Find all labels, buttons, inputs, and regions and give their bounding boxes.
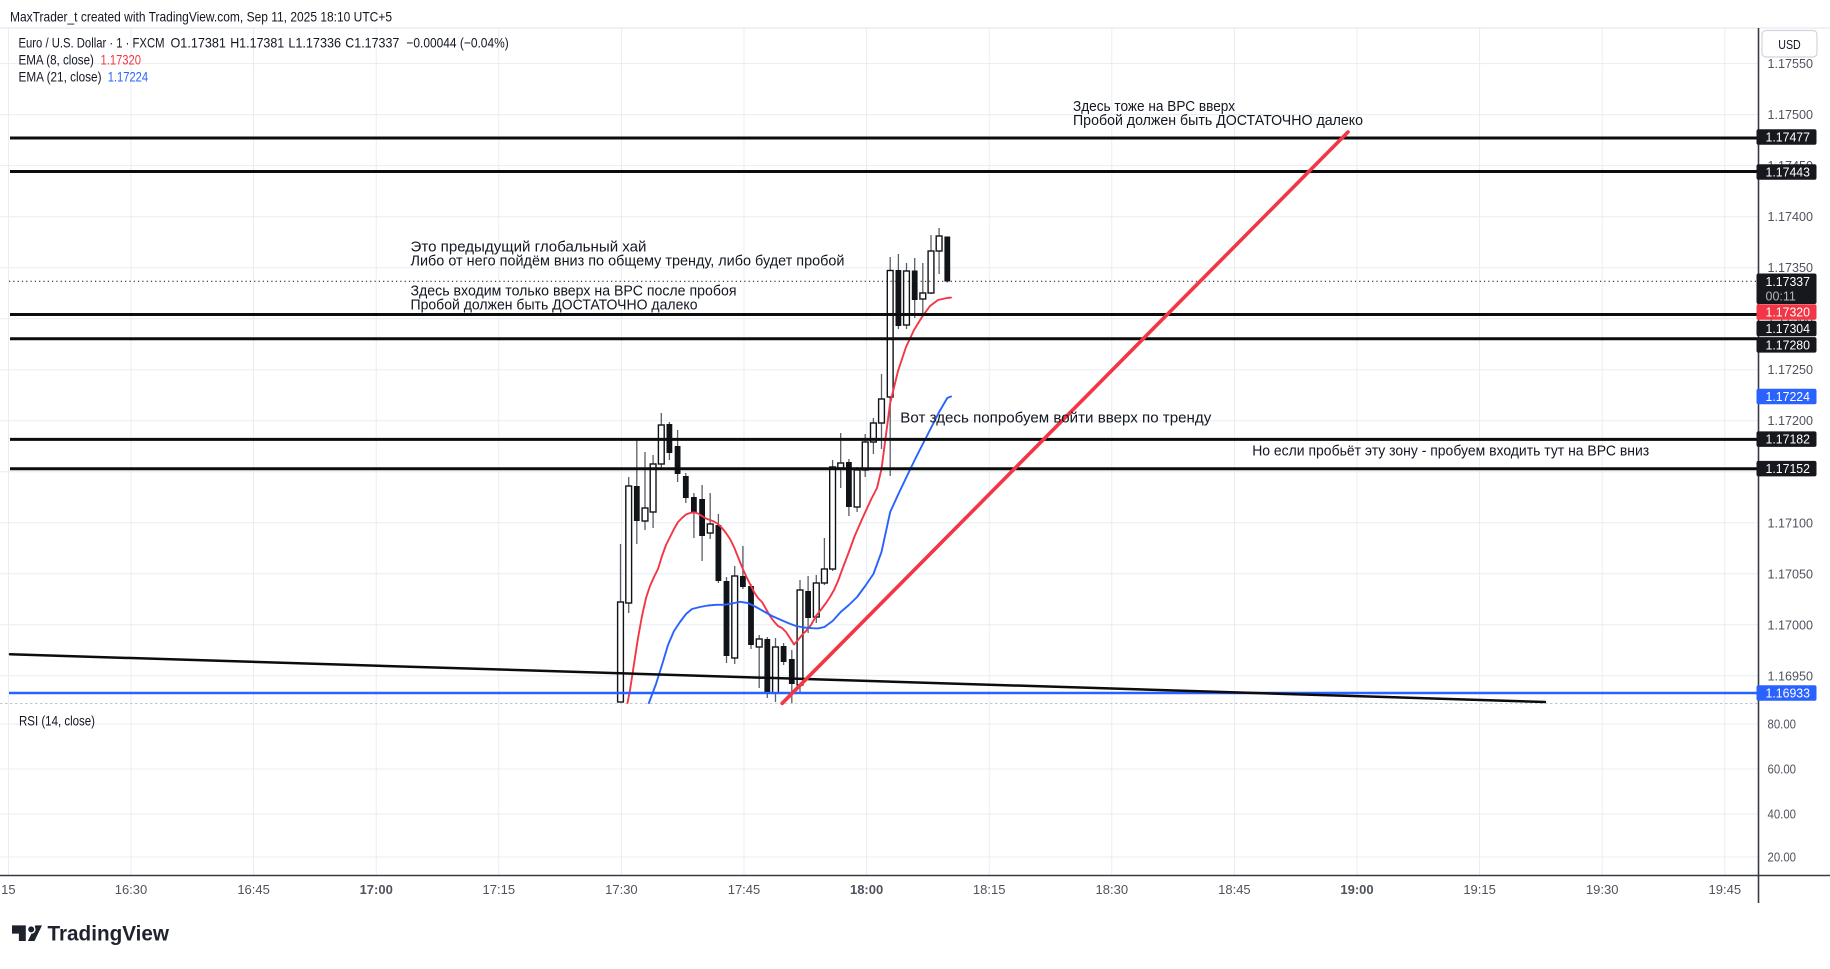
svg-text:USD: USD [1778,37,1801,52]
svg-text:1.17050: 1.17050 [1768,566,1814,581]
svg-text:19:00: 19:00 [1340,882,1373,897]
svg-text:Но если пробьёт эту зону - про: Но если пробьёт эту зону - пробуем входи… [1252,444,1649,460]
svg-text:1.17477: 1.17477 [1766,130,1811,145]
svg-text:Либо от него пойдём вниз по об: Либо от него пойдём вниз по общему тренд… [411,254,845,270]
svg-text:Пробой должен быть ДОСТАТОЧНО: Пробой должен быть ДОСТАТОЧНО далеко [1073,113,1363,129]
svg-text:00:11: 00:11 [1766,290,1796,304]
svg-text:Здесь входим только вверх на В: Здесь входим только вверх на ВРС после п… [411,284,737,300]
svg-text:EMA (8, close): EMA (8, close) [19,52,94,68]
svg-text:1.17500: 1.17500 [1768,107,1814,122]
svg-text:Это предыдущий глобальный хай: Это предыдущий глобальный хай [411,240,647,256]
svg-text:60.00: 60.00 [1768,762,1797,777]
svg-text:1.17350: 1.17350 [1768,260,1814,275]
svg-text:MaxTrader_t created with Tradi: MaxTrader_t created with TradingView.com… [10,9,392,25]
svg-text:RSI (14, close): RSI (14, close) [19,712,95,728]
svg-text:1.17320: 1.17320 [101,52,142,68]
svg-text:1.17280: 1.17280 [1766,337,1811,352]
svg-text:18:00: 18:00 [850,882,883,897]
svg-text:17:00: 17:00 [360,882,393,897]
svg-text:O1.17381: O1.17381 [171,35,227,51]
svg-text:1.17304: 1.17304 [1766,321,1811,336]
svg-text:17:15: 17:15 [483,882,516,897]
svg-text:16:45: 16:45 [237,882,270,897]
svg-text:1.17550: 1.17550 [1768,56,1814,71]
svg-text:1.17100: 1.17100 [1768,515,1814,530]
svg-text:19:15: 19:15 [1463,882,1496,897]
svg-text:EMA (21, close): EMA (21, close) [19,69,102,85]
svg-text:19:30: 19:30 [1586,882,1619,897]
svg-text:1.17152: 1.17152 [1766,461,1811,476]
svg-text:H1.17381: H1.17381 [230,35,284,51]
svg-text:1.17250: 1.17250 [1768,362,1814,377]
svg-text:1.17224: 1.17224 [108,69,149,85]
svg-text:18:15: 18:15 [973,882,1006,897]
svg-text:19:45: 19:45 [1709,882,1742,897]
svg-text:1.17000: 1.17000 [1768,617,1814,632]
svg-text:18:45: 18:45 [1218,882,1251,897]
svg-text:1.17182: 1.17182 [1766,432,1811,447]
svg-text:Здесь тоже на ВРС вверх: Здесь тоже на ВРС вверх [1073,99,1236,115]
svg-text:1.17400: 1.17400 [1768,209,1814,224]
svg-text:15: 15 [1,882,15,897]
svg-text:1.16933: 1.16933 [1766,686,1811,701]
svg-text:17:30: 17:30 [605,882,638,897]
svg-text:TradingView: TradingView [48,922,170,946]
svg-text:1.16950: 1.16950 [1768,668,1814,683]
svg-text:Пробой должен быть ДОСТАТОЧНО: Пробой должен быть ДОСТАТОЧНО далеко [411,297,698,313]
svg-text:Euro / U.S. Dollar · 1 · FXCM: Euro / U.S. Dollar · 1 · FXCM [19,35,165,51]
svg-text:40.00: 40.00 [1768,807,1797,822]
svg-text:1.17200: 1.17200 [1768,413,1814,428]
svg-text:L1.17336: L1.17336 [288,35,341,51]
svg-text:1.17337: 1.17337 [1766,274,1811,289]
svg-text:80.00: 80.00 [1768,717,1797,732]
svg-text:18:30: 18:30 [1096,882,1129,897]
svg-text:20.00: 20.00 [1768,850,1797,865]
svg-text:1.17320: 1.17320 [1766,305,1811,320]
svg-text:17:45: 17:45 [728,882,761,897]
svg-text:Вот здесь попробуем войти ввер: Вот здесь попробуем войти вверх по тренд… [900,411,1212,427]
svg-text:C1.17337: C1.17337 [345,35,399,51]
svg-text:1.17443: 1.17443 [1766,165,1811,180]
svg-text:16:30: 16:30 [115,882,148,897]
svg-text:−0.00044 (−0.04%): −0.00044 (−0.04%) [406,35,508,51]
svg-text:1.17224: 1.17224 [1766,389,1811,404]
